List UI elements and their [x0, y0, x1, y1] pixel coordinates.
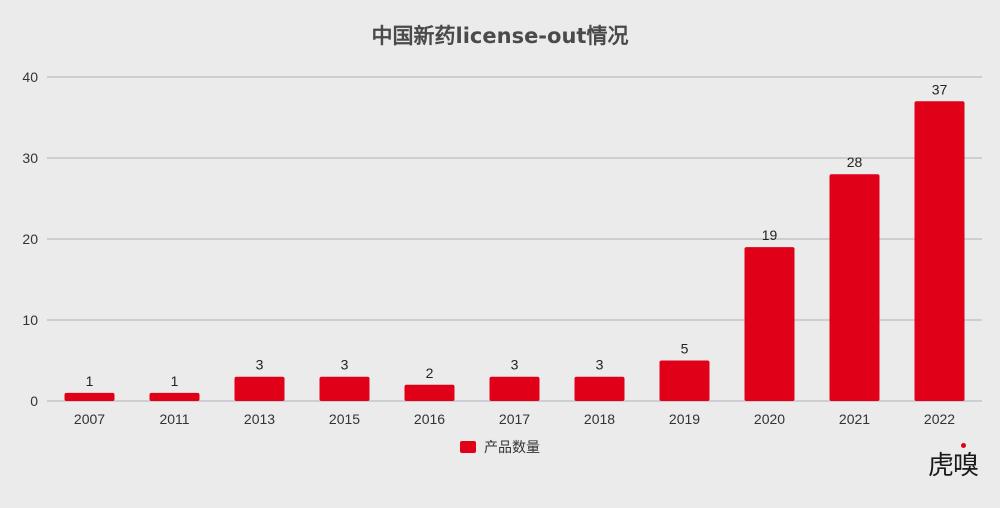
x-tick-label-2011: 2011 [159, 411, 189, 427]
x-tick-label-2017: 2017 [499, 411, 530, 427]
y-tick-label: 20 [22, 231, 38, 247]
x-tick-label-2022: 2022 [924, 411, 955, 427]
x-axis-ticks: 2007 2011 2013 2015 2016 2017 2018 2019 2020 2021… [74, 411, 955, 427]
data-label-2020: 19 [762, 227, 778, 243]
data-label-2007: 1 [86, 373, 94, 389]
data-label-2016: 2 [426, 365, 434, 381]
data-label-2015: 3 [341, 357, 349, 373]
x-tick-label-2019: 2019 [669, 411, 700, 427]
x-tick-label-2016: 2016 [414, 411, 445, 427]
x-tick-label-2018: 2018 [584, 411, 615, 427]
logo-text: 虎嗅 [927, 451, 979, 481]
bar-2013 [234, 376, 285, 401]
data-label-2017: 3 [511, 357, 519, 373]
y-tick-label: 40 [22, 69, 38, 85]
bar-2017 [489, 376, 540, 401]
huxiu-logo: 虎嗅 [927, 443, 979, 482]
x-tick-label-2021: 2021 [839, 411, 870, 427]
y-tick-label: 30 [22, 150, 38, 166]
bar-2020 [744, 247, 795, 401]
bar-2022 [914, 101, 965, 402]
logo-dot [961, 443, 966, 448]
bar-2011 [149, 392, 200, 401]
y-axis-ticks: 0 10 20 30 40 [22, 69, 38, 409]
bar-2018 [574, 376, 625, 401]
bar-2019 [659, 360, 710, 401]
x-tick-label-2007: 2007 [74, 411, 105, 427]
bars [64, 101, 965, 402]
bar-2016 [404, 384, 455, 401]
data-labels: 1 1 3 3 2 3 3 5 19 28 37 [86, 81, 948, 389]
data-label-2011: 1 [171, 373, 179, 389]
legend-label: 产品数量 [484, 440, 540, 456]
data-label-2019: 5 [681, 341, 689, 357]
grid-lines [47, 76, 982, 402]
x-tick-label-2013: 2013 [244, 411, 275, 427]
data-label-2018: 3 [596, 357, 604, 373]
y-tick-label: 0 [30, 393, 38, 409]
legend: 产品数量 [0, 437, 1000, 457]
x-tick-label-2020: 2020 [754, 411, 785, 427]
legend-swatch [460, 441, 476, 453]
chart-title: 中国新药license-out情况 [371, 24, 629, 48]
bar-2015 [319, 376, 370, 401]
data-label-2022: 37 [932, 81, 948, 97]
data-label-2021: 28 [847, 154, 863, 170]
bar-2007 [64, 392, 115, 401]
y-tick-label: 10 [22, 312, 38, 328]
x-tick-label-2015: 2015 [329, 411, 360, 427]
data-label-2013: 3 [256, 357, 264, 373]
bar-2021 [829, 174, 880, 401]
